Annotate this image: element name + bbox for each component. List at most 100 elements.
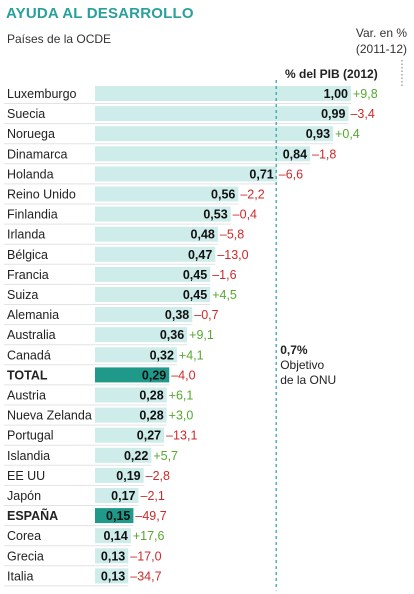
bar-australia <box>95 327 188 343</box>
value-label: 0,38 <box>165 308 189 322</box>
value-label: 0,13 <box>101 549 125 563</box>
value-label: 1,00 <box>324 87 348 101</box>
value-label: 0,53 <box>203 208 227 222</box>
bar-austria <box>95 387 167 403</box>
value-label: 0,22 <box>124 449 148 463</box>
country-label: Francia <box>7 268 49 282</box>
change-column-period: (2011-12) <box>355 42 407 56</box>
change-label: +17,6 <box>133 529 165 543</box>
change-label: –34,7 <box>130 569 161 583</box>
country-label: Suecia <box>7 107 45 121</box>
bar-islandia <box>95 447 152 463</box>
chart-subtitle: Países de la OCDE <box>7 32 112 46</box>
value-label: 0,71 <box>249 167 273 181</box>
target-value-label: 0,7% <box>280 343 308 357</box>
bar-luxemburgo <box>95 86 351 101</box>
country-label: Suiza <box>7 288 38 302</box>
country-label: Islandia <box>7 449 50 463</box>
bar-reino-unido <box>95 186 239 202</box>
value-column-header: % del PIB (2012) <box>285 67 378 81</box>
value-label: 0,13 <box>101 569 125 583</box>
country-label: Italia <box>7 569 33 583</box>
country-label: TOTAL <box>7 368 48 382</box>
change-label: –3,4 <box>350 107 374 121</box>
target-label-line3: de la ONU <box>280 373 336 387</box>
bar-finlandia <box>95 206 231 222</box>
change-label: –4,0 <box>171 368 195 382</box>
value-label: 0,45 <box>183 288 207 302</box>
bar-nueva-zelanda <box>95 407 167 423</box>
country-label: EE UU <box>7 469 45 483</box>
country-label: Alemania <box>7 308 59 322</box>
change-label: +0,4 <box>335 127 360 141</box>
bar-noruega <box>95 126 334 142</box>
country-label: Holanda <box>7 167 54 181</box>
country-label: Noruega <box>7 127 55 141</box>
value-label: 0,93 <box>306 127 330 141</box>
value-label: 0,56 <box>211 188 235 202</box>
bar-canadá <box>95 347 177 363</box>
value-label: 0,28 <box>139 389 163 403</box>
change-label: +4,5 <box>212 288 237 302</box>
country-label: Japón <box>7 489 41 503</box>
change-label: –5,8 <box>220 228 244 242</box>
change-label: –0,4 <box>233 208 257 222</box>
bar-suecia <box>95 106 349 122</box>
change-label: +4,1 <box>179 348 204 362</box>
value-label: 0,36 <box>160 328 184 342</box>
value-label: 0,17 <box>111 489 135 503</box>
value-label: 0,47 <box>188 248 212 262</box>
country-label: Canadá <box>7 348 51 362</box>
country-label: Reino Unido <box>7 188 76 202</box>
change-label: –0,7 <box>194 308 218 322</box>
country-label: ESPAÑA <box>7 508 58 523</box>
value-label: 0,84 <box>283 147 307 161</box>
bar-corea <box>95 528 131 544</box>
country-label: Grecia <box>7 549 44 563</box>
bar-irlanda <box>95 226 218 242</box>
country-label: Bélgica <box>7 248 48 262</box>
bar-españa <box>95 508 134 524</box>
value-label: 0,19 <box>116 469 140 483</box>
change-label: –2,2 <box>240 188 264 202</box>
bar-ee-uu <box>95 467 144 483</box>
value-label: 0,29 <box>142 368 166 382</box>
value-label: 0,28 <box>139 409 163 423</box>
change-label: –13,1 <box>166 429 197 443</box>
country-label: Luxemburgo <box>7 87 77 101</box>
country-label: Finlandia <box>7 208 58 222</box>
bar-grecia <box>95 548 129 564</box>
change-label: +9,1 <box>189 328 214 342</box>
change-label: +3,0 <box>169 409 194 423</box>
change-label: –1,6 <box>212 268 236 282</box>
bar-italia <box>95 568 129 584</box>
chart-title: AYUDA AL DESARROLLO <box>6 5 194 22</box>
value-label: 0,14 <box>103 529 127 543</box>
target-label-line2: Objetivo <box>280 358 324 372</box>
bar-portugal <box>95 427 165 443</box>
bar-francia <box>95 266 211 282</box>
value-label: 0,27 <box>137 429 161 443</box>
change-label: –2,1 <box>141 489 165 503</box>
change-label: –1,8 <box>312 147 336 161</box>
bar-alemania <box>95 307 193 323</box>
bar-japón <box>95 488 139 503</box>
bar-holanda <box>95 166 277 182</box>
change-label: –6,6 <box>279 167 303 181</box>
bar-suiza <box>95 287 211 302</box>
value-label: 0,99 <box>321 107 345 121</box>
bar-dinamarca <box>95 146 311 162</box>
value-label: 0,32 <box>150 348 174 362</box>
value-label: 0,48 <box>191 228 215 242</box>
country-label: Irlanda <box>7 228 45 242</box>
country-label: Nueva Zelanda <box>7 409 92 423</box>
change-label: –49,7 <box>135 509 166 523</box>
change-column-header: Var. en % <box>355 26 407 40</box>
country-label: Dinamarca <box>7 147 67 161</box>
country-label: Australia <box>7 328 56 342</box>
change-label: +9,8 <box>353 87 378 101</box>
change-label: +6,1 <box>169 389 194 403</box>
bar-total <box>95 367 170 383</box>
change-label: –17,0 <box>130 549 161 563</box>
